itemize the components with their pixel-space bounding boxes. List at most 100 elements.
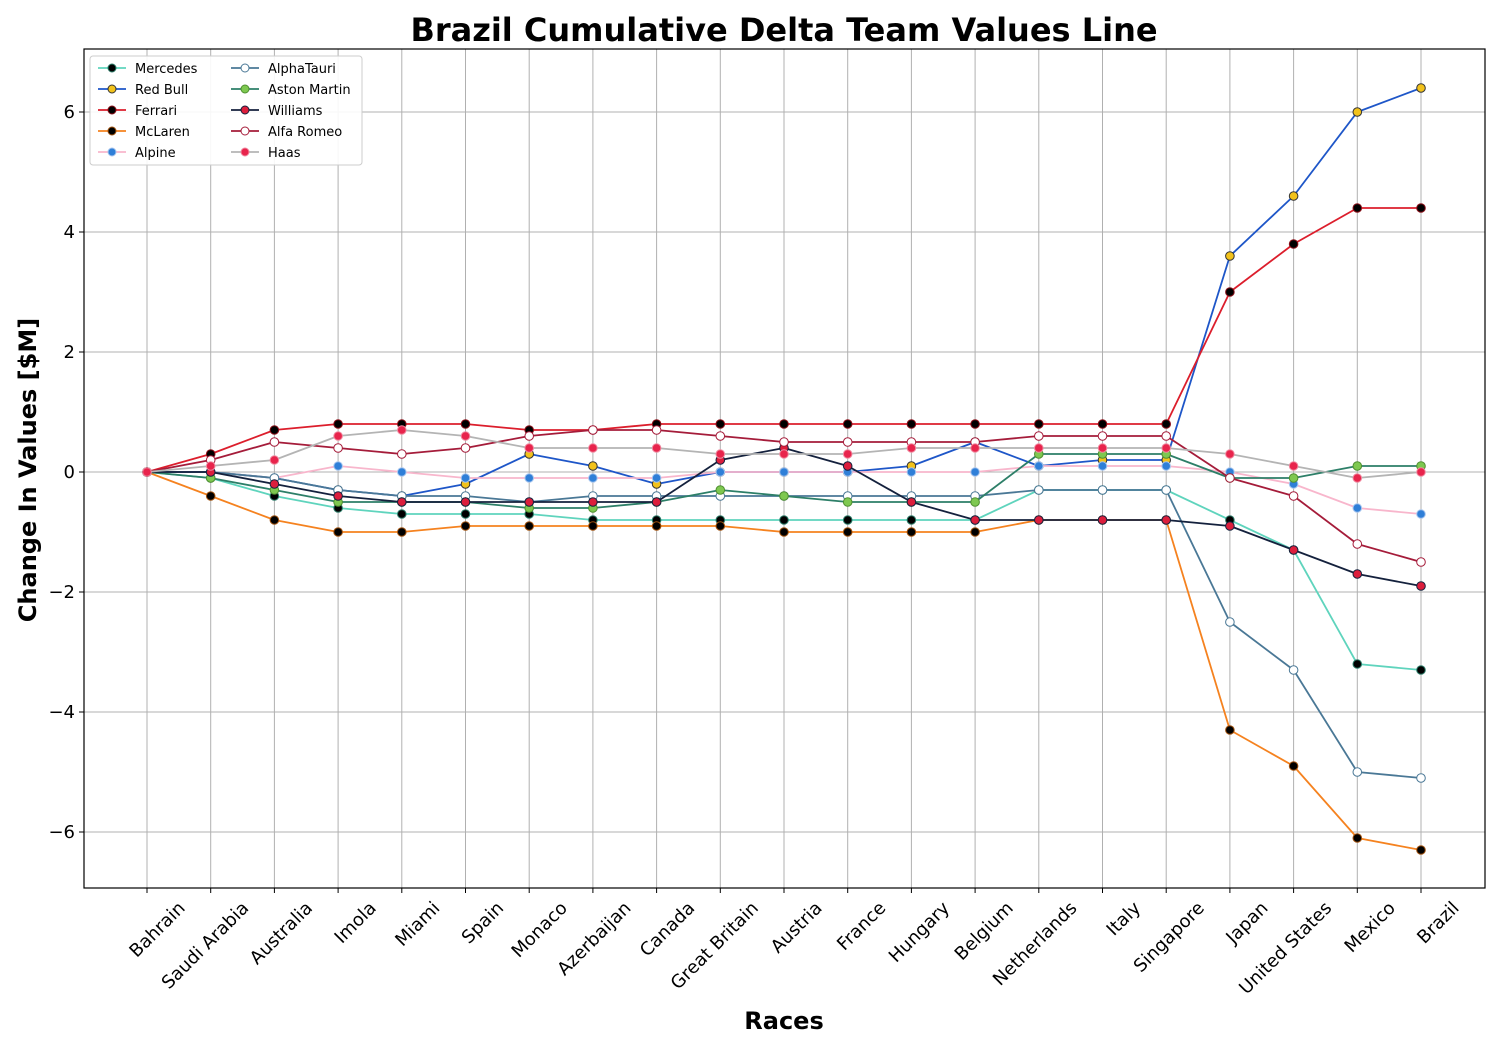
data-point <box>269 479 280 489</box>
data-point <box>460 443 471 453</box>
data-point <box>1416 665 1426 675</box>
data-point <box>906 515 917 525</box>
data-point <box>1034 485 1044 495</box>
data-point <box>333 527 343 537</box>
y-tick-label: 4 <box>64 222 75 243</box>
data-point <box>1225 287 1235 297</box>
data-point <box>1161 443 1171 453</box>
data-point <box>1097 485 1108 495</box>
data-point <box>779 419 789 429</box>
series-7 <box>142 443 1426 591</box>
legend-entry: Williams <box>231 104 323 119</box>
data-point <box>906 467 917 477</box>
legend-label: Aston Martin <box>268 83 351 98</box>
data-point <box>397 425 407 435</box>
data-point <box>333 431 343 441</box>
legend-swatch-marker <box>240 147 250 157</box>
data-point <box>1416 203 1426 213</box>
legend-swatch-marker <box>107 105 117 115</box>
data-point <box>970 527 980 537</box>
data-point <box>397 467 407 477</box>
data-point <box>1288 491 1299 501</box>
x-tick-label: Brazil <box>1413 898 1463 948</box>
data-point <box>1161 515 1171 525</box>
data-point <box>1288 665 1299 675</box>
data-point <box>1034 443 1044 453</box>
data-point <box>1352 767 1363 777</box>
x-tick-label: Hungary <box>885 897 954 966</box>
data-point <box>842 437 853 447</box>
data-point <box>1416 581 1426 591</box>
x-tick-label: Monaco <box>508 898 572 962</box>
data-point <box>460 521 471 531</box>
legend-label: Alpine <box>135 146 176 161</box>
data-point <box>779 467 789 477</box>
y-tick-label: −6 <box>48 822 75 843</box>
data-point <box>1097 515 1108 525</box>
data-point <box>1352 107 1363 117</box>
data-point <box>1225 473 1235 483</box>
data-point <box>588 461 598 471</box>
data-point <box>397 527 407 537</box>
data-point <box>1225 449 1235 459</box>
x-tick-label: Bahrain <box>125 898 189 962</box>
x-tick-label: Miami <box>391 898 444 951</box>
data-point <box>588 425 598 435</box>
data-point <box>1416 845 1426 855</box>
data-point <box>906 497 917 507</box>
data-point <box>970 467 980 477</box>
data-point <box>779 515 789 525</box>
legend-label: Mercedes <box>135 62 198 77</box>
data-point <box>1161 431 1171 441</box>
data-point <box>588 521 598 531</box>
legend-label: Ferrari <box>135 104 177 119</box>
legend-label: Haas <box>268 146 301 161</box>
data-point <box>460 431 471 441</box>
data-point <box>460 419 471 429</box>
legend: Mercedes Red Bull Ferrari McLaren Alpine Alph… <box>89 55 363 166</box>
legend-entry: Red Bull <box>98 83 188 98</box>
data-point <box>1288 761 1299 771</box>
y-tick-label: −4 <box>48 702 75 723</box>
data-point <box>1416 509 1426 519</box>
data-point <box>333 443 343 453</box>
data-point <box>269 455 280 465</box>
legend-swatch-marker <box>240 126 250 136</box>
data-point <box>1352 503 1363 513</box>
data-point <box>651 521 662 531</box>
data-point <box>842 527 853 537</box>
legend-entry: Haas <box>231 146 301 161</box>
data-point <box>588 497 598 507</box>
data-point <box>842 515 853 525</box>
legend-entry: Aston Martin <box>231 83 351 98</box>
x-tick-label: Imola <box>331 898 381 948</box>
data-point <box>779 449 789 459</box>
data-point <box>269 425 280 435</box>
y-axis-ticks: −6 −4 −2 0 2 4 6 <box>48 102 84 843</box>
data-point <box>970 497 980 507</box>
data-point <box>1034 431 1044 441</box>
data-point <box>1416 83 1426 93</box>
data-point <box>397 509 407 519</box>
data-point <box>779 437 789 447</box>
data-point <box>524 497 535 507</box>
data-point <box>1288 461 1299 471</box>
legend-swatch-marker <box>240 105 250 115</box>
data-point <box>1161 461 1171 471</box>
y-axis-label: Change In Values [$M] <box>14 318 42 622</box>
x-tick-label: Spain <box>458 898 508 948</box>
data-point <box>588 443 598 453</box>
data-point <box>333 461 343 471</box>
data-point <box>1352 833 1363 843</box>
data-point <box>651 473 662 483</box>
data-point <box>1416 467 1426 477</box>
data-point <box>842 461 853 471</box>
legend-entry: McLaren <box>98 125 190 140</box>
data-point <box>205 461 216 471</box>
legend-entry: Ferrari <box>98 104 177 119</box>
data-point <box>715 419 726 429</box>
x-axis-label: Races <box>744 1007 823 1035</box>
data-point <box>1034 515 1044 525</box>
data-point <box>651 443 662 453</box>
